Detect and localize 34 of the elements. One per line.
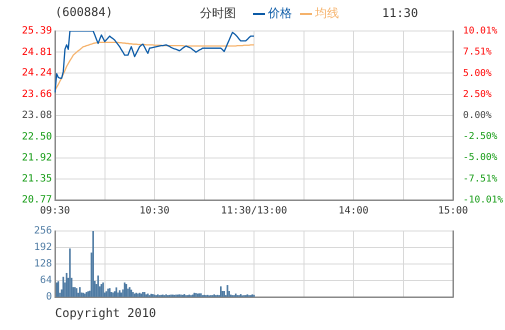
y2-tick-label: 7.51% — [463, 46, 492, 58]
y-tick-label: 192 — [34, 242, 52, 254]
y-tick-label: 24.81 — [22, 46, 52, 58]
x-tick-label: 10:30 — [139, 206, 170, 217]
legend-label: 均线 — [315, 5, 339, 22]
y2-tick-label: -10.01% — [463, 194, 504, 206]
y-tick-label: 22.50 — [22, 131, 52, 142]
text: 11:30 — [382, 6, 418, 20]
x-tick-label: 09:30 — [40, 206, 70, 217]
y-tick-label: 20.77 — [22, 194, 52, 206]
y2-tick-label: -7.51% — [463, 173, 498, 184]
y2-tick-label: 0.00% — [463, 110, 492, 121]
chart-subtitle: (600884) — [55, 5, 113, 19]
y2-tick-label: -5.00% — [463, 152, 498, 164]
y-tick-label: 25.39 — [22, 26, 52, 37]
y2-tick-label: 2.50% — [463, 88, 492, 100]
y-tick-label: 128 — [34, 258, 52, 270]
y-tick-label: 21.92 — [22, 152, 52, 164]
text: Copyright 2010 — [55, 306, 158, 320]
chart-title: 分时图 — [200, 5, 236, 22]
y-tick-label: 64 — [40, 275, 52, 286]
y-tick-label: 256 — [34, 226, 52, 237]
y-tick-label: 21.35 — [22, 173, 52, 184]
y-tick-label: 24.24 — [22, 68, 52, 79]
x-tick-label: 15:00 — [438, 206, 468, 217]
x-tick-label: 14:00 — [338, 206, 369, 217]
y-tick-label: 23.66 — [22, 88, 52, 100]
y-tick-label: 23.08 — [22, 110, 52, 122]
legend-label: 价格 — [268, 5, 292, 22]
y2-tick-label: 10.01% — [463, 25, 498, 36]
y2-tick-label: 5.00% — [463, 68, 492, 79]
y2-tick-label: -2.50% — [463, 131, 498, 142]
y-tick-label: 0 — [46, 292, 52, 303]
x-tick-label: 11:30/13:00 — [220, 206, 288, 217]
